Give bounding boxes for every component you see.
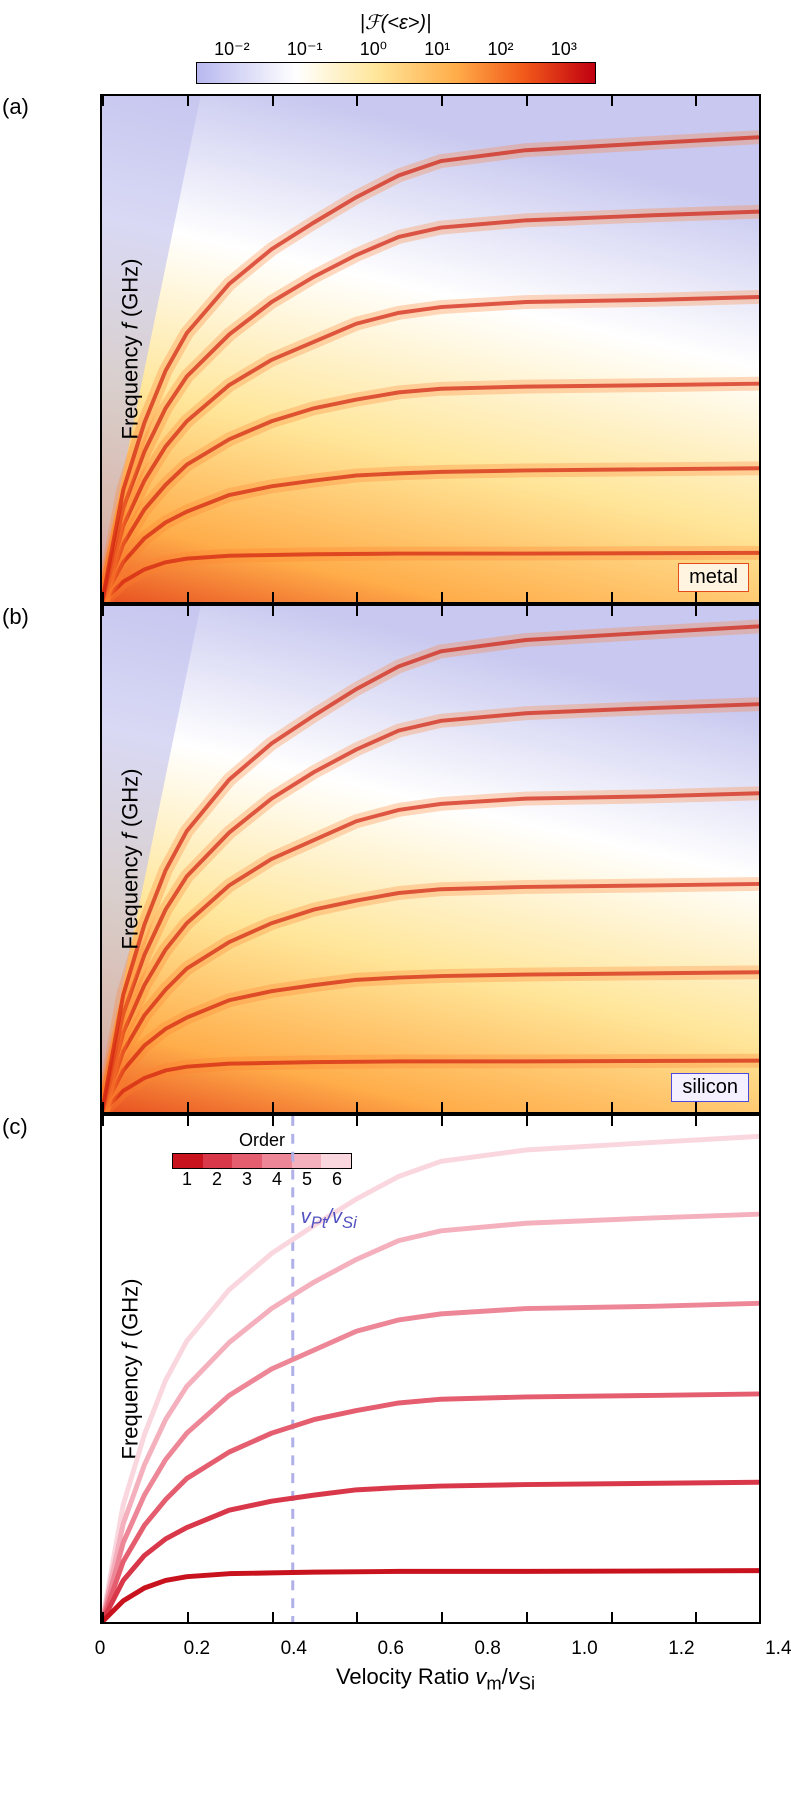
colorbar-tick: 10² xyxy=(488,39,514,60)
panel-b-label: (b) xyxy=(2,604,29,630)
colorbar-ticks: 10⁻² 10⁻¹ 10⁰ 10¹ 10² 10³ xyxy=(196,39,596,60)
xticks: 00.20.40.60.81.01.21.4 xyxy=(100,1632,791,1640)
xtick: 0 xyxy=(95,1638,106,1660)
panel-b-inset-label: silicon xyxy=(671,1073,749,1102)
xtick: 1.2 xyxy=(668,1638,694,1660)
panel-b-ylabel: Frequency f (GHz) xyxy=(117,769,143,950)
panel-b: (b) Frequency f (GHz) 010020030040050060… xyxy=(20,604,771,1114)
panel-a-ylabel: Frequency f (GHz) xyxy=(117,259,143,440)
xtick: 1.0 xyxy=(571,1638,597,1660)
curve-order-2 xyxy=(102,1482,759,1622)
panel-a-label: (a) xyxy=(2,94,29,120)
colorbar-tick: 10¹ xyxy=(424,39,450,60)
vline-label: vPt/vSi xyxy=(301,1206,357,1233)
panel-c-plot: Frequency f (GHz) 0100200300400500600 Or… xyxy=(100,1114,761,1624)
curve-order-1 xyxy=(102,1571,759,1622)
colorbar-gradient xyxy=(196,62,596,84)
colorbar-tick: 10⁰ xyxy=(360,39,387,60)
xtick: 0.2 xyxy=(184,1638,210,1660)
curve-order-3 xyxy=(102,1394,759,1622)
colorbar-title: |ℱ(<ε>)| xyxy=(196,10,596,35)
colorbar-tick: 10⁻¹ xyxy=(287,39,323,60)
colorbar-tick: 10⁻² xyxy=(214,39,250,60)
xtick: 0.6 xyxy=(377,1638,403,1660)
xtick: 0.8 xyxy=(474,1638,500,1660)
figure-container: |ℱ(<ε>)| 10⁻² 10⁻¹ 10⁰ 10¹ 10² 10³ (a) Freque… xyxy=(20,10,771,1694)
colorbar-tick: 10³ xyxy=(551,39,577,60)
xlabel: Velocity Ratio vm/vSi xyxy=(100,1664,771,1694)
xtick: 1.4 xyxy=(765,1638,791,1660)
panel-a-plot: Frequency f (GHz) 0100200300400500600700… xyxy=(100,94,761,604)
xtick: 0.4 xyxy=(281,1638,307,1660)
panel-c-svg xyxy=(102,1116,759,1622)
colorbar: |ℱ(<ε>)| 10⁻² 10⁻¹ 10⁰ 10¹ 10² 10³ xyxy=(196,10,596,84)
panel-a: (a) Frequency f (GHz) 010020030040050060… xyxy=(20,94,771,604)
panel-c-label: (c) xyxy=(2,1114,28,1140)
panel-c: (c) Frequency f (GHz) 010020030040050060… xyxy=(20,1114,771,1694)
panel-a-inset-label: metal xyxy=(678,563,749,592)
panel-b-plot: Frequency f (GHz) 0100200300400500600 si… xyxy=(100,604,761,1114)
curve-order-6 xyxy=(102,1136,759,1622)
